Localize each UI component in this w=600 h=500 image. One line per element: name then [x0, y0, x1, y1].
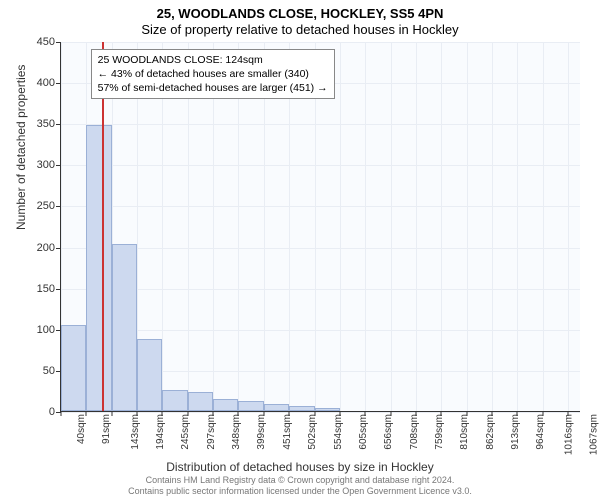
- histogram-bar: [188, 392, 213, 411]
- histogram-bar: [112, 244, 137, 411]
- gridline-vertical: [568, 42, 569, 411]
- x-tick-label: 502sqm: [307, 414, 318, 450]
- footer-attribution: Contains HM Land Registry data © Crown c…: [0, 475, 600, 498]
- x-tick-mark: [111, 411, 112, 416]
- y-axis-label: Number of detached properties: [14, 65, 28, 230]
- x-tick-label: 708sqm: [409, 414, 420, 450]
- x-tick-label: 245sqm: [180, 414, 191, 450]
- x-tick-label: 143sqm: [130, 414, 141, 450]
- gridline-vertical: [543, 42, 544, 411]
- x-tick-mark: [289, 411, 290, 416]
- x-tick-label: 451sqm: [282, 414, 293, 450]
- x-tick-mark: [365, 411, 366, 416]
- x-tick-label: 554sqm: [333, 414, 344, 450]
- info-box: 25 WOODLANDS CLOSE: 124sqm← 43% of detac…: [91, 49, 335, 100]
- x-tick-mark: [137, 411, 138, 416]
- x-tick-label: 759sqm: [434, 414, 445, 450]
- x-tick-label: 399sqm: [256, 414, 267, 450]
- gridline-vertical: [467, 42, 468, 411]
- x-tick-mark: [466, 411, 467, 416]
- gridline-vertical: [492, 42, 493, 411]
- x-tick-label: 605sqm: [358, 414, 369, 450]
- info-box-line: 25 WOODLANDS CLOSE: 124sqm: [98, 53, 328, 67]
- footer-line: Contains HM Land Registry data © Crown c…: [0, 475, 600, 486]
- chart-title-sub: Size of property relative to detached ho…: [0, 21, 600, 41]
- gridline-horizontal: [61, 165, 580, 166]
- histogram-bar: [61, 325, 86, 411]
- info-box-line: ← 43% of detached houses are smaller (34…: [98, 67, 328, 81]
- x-axis-label: Distribution of detached houses by size …: [0, 460, 600, 474]
- gridline-horizontal: [61, 42, 580, 43]
- x-tick-label: 656sqm: [383, 414, 394, 450]
- x-tick-mark: [263, 411, 264, 416]
- chart-area: 05010015020025030035040045040sqm91sqm143…: [60, 42, 580, 412]
- x-tick-mark: [568, 411, 569, 416]
- x-tick-label: 810sqm: [459, 414, 470, 450]
- info-box-line: 57% of semi-detached houses are larger (…: [98, 81, 328, 95]
- histogram-bar: [315, 408, 340, 411]
- gridline-vertical: [416, 42, 417, 411]
- x-tick-mark: [61, 411, 62, 416]
- x-tick-mark: [162, 411, 163, 416]
- x-tick-label: 297sqm: [206, 414, 217, 450]
- x-tick-mark: [390, 411, 391, 416]
- x-tick-label: 194sqm: [155, 414, 166, 450]
- x-tick-mark: [340, 411, 341, 416]
- histogram-bar: [289, 406, 315, 411]
- gridline-horizontal: [61, 124, 580, 125]
- gridline-horizontal: [61, 248, 580, 249]
- gridline-horizontal: [61, 206, 580, 207]
- x-tick-mark: [517, 411, 518, 416]
- gridline-vertical: [340, 42, 341, 411]
- x-tick-mark: [213, 411, 214, 416]
- histogram-bar: [162, 390, 188, 411]
- histogram-bar: [213, 399, 238, 411]
- gridline-horizontal: [61, 330, 580, 331]
- x-tick-label: 348sqm: [231, 414, 242, 450]
- x-tick-label: 913sqm: [510, 414, 521, 450]
- x-tick-label: 862sqm: [485, 414, 496, 450]
- gridline-horizontal: [61, 412, 580, 413]
- footer-line: Contains public sector information licen…: [0, 486, 600, 497]
- x-tick-label: 1016sqm: [564, 414, 575, 455]
- gridline-vertical: [365, 42, 366, 411]
- chart-title-main: 25, WOODLANDS CLOSE, HOCKLEY, SS5 4PN: [0, 0, 600, 21]
- plot-area: 05010015020025030035040045040sqm91sqm143…: [60, 42, 580, 412]
- histogram-bar: [264, 404, 289, 411]
- x-tick-mark: [86, 411, 87, 416]
- x-tick-mark: [416, 411, 417, 416]
- gridline-vertical: [517, 42, 518, 411]
- gridline-horizontal: [61, 289, 580, 290]
- x-tick-label: 1067sqm: [589, 414, 600, 455]
- histogram-bar: [86, 125, 112, 411]
- x-tick-mark: [314, 411, 315, 416]
- x-tick-mark: [187, 411, 188, 416]
- x-tick-mark: [441, 411, 442, 416]
- x-tick-mark: [542, 411, 543, 416]
- x-tick-mark: [492, 411, 493, 416]
- x-tick-label: 91sqm: [101, 414, 112, 444]
- histogram-bar: [238, 401, 264, 411]
- gridline-vertical: [391, 42, 392, 411]
- gridline-vertical: [441, 42, 442, 411]
- x-tick-label: 40sqm: [76, 414, 87, 444]
- x-tick-mark: [238, 411, 239, 416]
- x-tick-label: 964sqm: [535, 414, 546, 450]
- histogram-bar: [137, 339, 162, 411]
